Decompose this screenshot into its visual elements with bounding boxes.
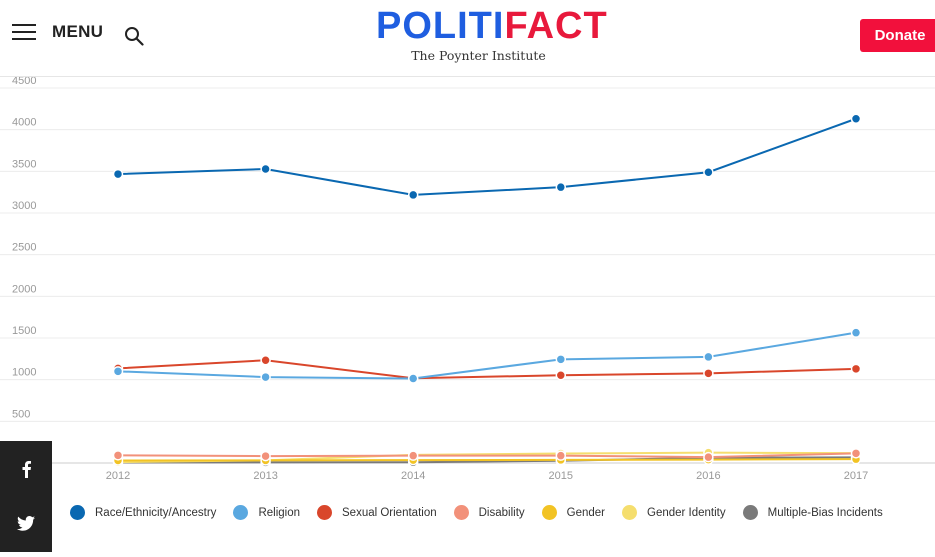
menu-button[interactable]: MENU (12, 22, 103, 42)
x-tick-label: 2012 (106, 470, 130, 482)
legend-item[interactable]: Religion (233, 505, 300, 520)
data-point-sexual-orientation (555, 370, 567, 381)
data-point-religion (112, 366, 124, 377)
y-tick-label: 2500 (12, 242, 36, 254)
legend-label: Sexual Orientation (342, 506, 437, 519)
x-tick-label: 2014 (401, 470, 425, 482)
data-point-religion (555, 354, 567, 365)
legend-swatch (317, 505, 332, 520)
x-tick-label: 2017 (844, 470, 868, 482)
twitter-icon (17, 516, 35, 531)
y-tick-label: 4500 (12, 77, 36, 87)
search-icon[interactable] (124, 26, 144, 46)
legend-item[interactable]: Race/Ethnicity/Ancestry (70, 505, 216, 520)
legend-item[interactable]: Disability (453, 505, 525, 520)
legend-swatch (70, 505, 85, 520)
y-tick-label: 3500 (12, 158, 36, 170)
legend-swatch (622, 505, 637, 520)
legend-label: Disability (478, 506, 525, 519)
legend-swatch (742, 505, 758, 520)
data-point-race-ethnicity-ancestry (112, 168, 124, 180)
twitter-share-button[interactable] (0, 496, 52, 551)
data-point-religion (703, 351, 714, 363)
legend-item[interactable]: Sexual Orientation (317, 505, 437, 520)
data-point-sexual-orientation (703, 368, 714, 379)
logo-fact: FACT (504, 5, 608, 47)
menu-label: MENU (52, 22, 104, 41)
data-point-disability (260, 450, 271, 462)
logo-wordmark: POLITIFACT (376, 5, 607, 47)
data-point-disability (407, 450, 419, 461)
y-tick-label: 1000 (12, 367, 36, 379)
data-point-race-ethnicity-ancestry (555, 181, 567, 193)
data-point-race-ethnicity-ancestry (703, 167, 714, 178)
series-line-sexual-orientation (117, 359, 857, 380)
y-tick-label: 2000 (12, 283, 36, 295)
social-share-bar (0, 441, 52, 552)
hate-crime-line-chart: 4500 4000 3500 3000 2500 2000 1500 1000 500 2012 2… (0, 75, 935, 482)
hamburger-icon (12, 24, 36, 40)
data-point-race-ethnicity-ancestry (850, 113, 862, 124)
x-tick-label: 2016 (696, 470, 720, 482)
facebook-icon (22, 460, 31, 478)
legend-label: Religion (258, 506, 300, 519)
donate-button[interactable]: Donate (860, 19, 935, 52)
data-point-sexual-orientation (260, 355, 271, 366)
x-tick-label: 2013 (253, 470, 277, 482)
chart-area: 4500 4000 3500 3000 2500 2000 1500 1000 500 2012 2… (0, 75, 935, 552)
legend-swatch (541, 505, 557, 520)
legend-item[interactable]: Multiple-Bias Incidents (742, 505, 883, 520)
legend-label: Gender Identity (647, 506, 726, 519)
data-point-sexual-orientation (850, 363, 862, 375)
series-line-race-ethnicity-ancestry (117, 117, 857, 196)
legend-label: Gender (566, 506, 605, 519)
y-tick-label: 1500 (12, 325, 36, 337)
logo-subtitle: The Poynter Institute (411, 48, 546, 63)
data-point-disability (555, 450, 567, 461)
data-point-race-ethnicity-ancestry (407, 189, 419, 201)
data-point-disability (850, 448, 862, 459)
legend-label: Multiple-Bias Incidents (767, 506, 883, 519)
x-tick-label: 2015 (549, 470, 573, 482)
legend-item[interactable]: Gender Identity (622, 505, 726, 520)
facebook-share-button[interactable] (0, 441, 52, 496)
site-header: MENU POLITIFACT The Poynter Institute Do… (0, 0, 935, 77)
series-line-gender (117, 458, 857, 462)
legend-label: Race/Ethnicity/Ancestry (95, 506, 217, 519)
y-tick-label: 500 (12, 408, 30, 420)
data-point-disability (112, 450, 124, 461)
legend-swatch (453, 505, 469, 520)
legend-item[interactable]: Gender (541, 505, 605, 520)
data-point-race-ethnicity-ancestry (260, 163, 271, 175)
data-point-religion (260, 371, 271, 383)
series-line-religion (117, 331, 857, 380)
y-tick-label: 4000 (12, 117, 36, 129)
y-tick-label: 3000 (12, 200, 36, 212)
data-point-disability (703, 451, 714, 463)
chart-legend: Race/Ethnicity/Ancestry Religion Sexual Or… (70, 505, 900, 520)
data-point-religion (850, 327, 862, 338)
series-line-multiple-bias-incidents (117, 456, 857, 464)
legend-swatch (233, 505, 249, 520)
data-point-religion (407, 373, 419, 384)
politifact-logo[interactable]: POLITIFACT The Poynter Institute (376, 5, 607, 63)
logo-politi: POLITI (376, 5, 505, 47)
series-line-disability (117, 452, 857, 459)
